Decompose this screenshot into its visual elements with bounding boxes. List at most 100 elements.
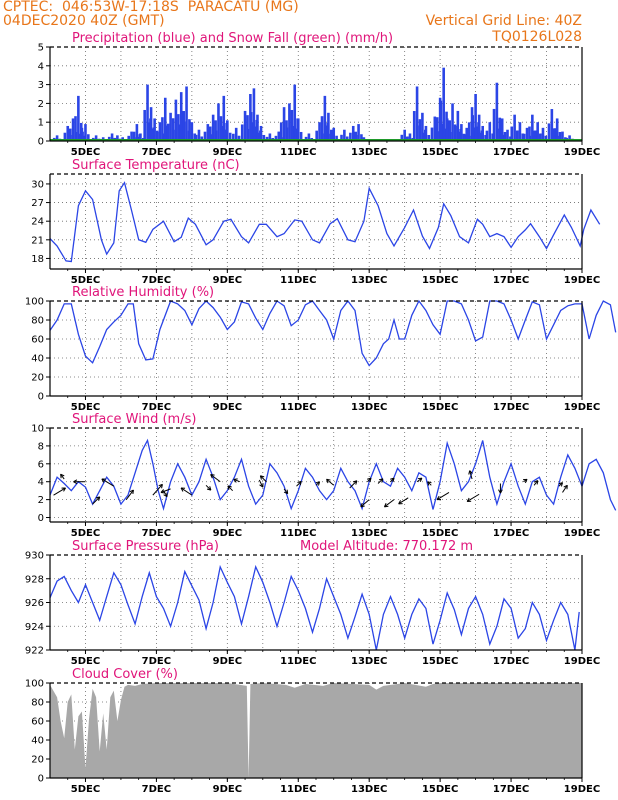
precip-bar (279, 122, 283, 141)
precip-bar (143, 109, 146, 141)
y-tick-label: 8 (38, 441, 44, 452)
wind-arrowhead (206, 486, 212, 491)
x-tick-label: 9DEC (213, 147, 242, 158)
panel-0 (46, 46, 583, 145)
precip-bar (149, 107, 153, 141)
precip-bar (252, 88, 256, 141)
precip-bar (465, 127, 469, 141)
precip-bar (332, 127, 336, 141)
precip-bar (547, 123, 551, 141)
wind-arrowhead (352, 480, 358, 485)
x-tick-label: 13DEC (351, 656, 387, 667)
precip-bar (171, 118, 175, 141)
precip-bar (161, 117, 164, 141)
precip-bar (299, 131, 303, 141)
precip-bar (268, 133, 272, 141)
precip-bar (525, 127, 529, 141)
precip-bar (357, 124, 360, 141)
wind-arrowhead (101, 478, 106, 483)
x-tick-label: 13DEC (351, 402, 387, 413)
wind-arrow (259, 475, 267, 483)
precip-bar (430, 127, 434, 141)
precip-bar (182, 111, 185, 141)
y-tick-label: 20 (31, 373, 44, 384)
precip-bar (55, 135, 59, 141)
precip-bar (211, 114, 215, 141)
y-tick-label: 0 (38, 513, 44, 524)
precip-bar (457, 131, 460, 141)
wind-arrowhead (427, 481, 432, 486)
wind-arrow (398, 497, 409, 505)
header-right-line1: Vertical Grid Line: 40Z (425, 13, 582, 29)
x-tick-label: 15DEC (422, 402, 458, 413)
y-tick-label: 24 (31, 217, 44, 228)
header-left-line1: CPTEC: 046:53W-17:18S PARACATU (MG) (3, 0, 299, 15)
cloud-area (50, 683, 582, 778)
y-tick-label: 60 (31, 335, 44, 346)
header-right-line2: TQ0126L028 (492, 29, 582, 45)
precip-bar (206, 124, 210, 141)
precip-bar (456, 110, 460, 141)
precip-bar (259, 125, 263, 141)
wind-arrowhead (61, 487, 66, 492)
header-left-line2: 04DEC2020 40Z (GMT) (3, 13, 165, 29)
precip-bar (453, 124, 457, 141)
y-tick-label: 4 (38, 61, 44, 72)
wind-arrowhead (60, 473, 65, 479)
x-tick-label: 7DEC (142, 147, 171, 158)
precip-bar (107, 136, 111, 141)
precip-bar (403, 129, 406, 141)
x-tick-label: 19DEC (564, 784, 600, 795)
wind-arrowhead (227, 485, 232, 490)
precip-bar (246, 115, 249, 141)
series-line (49, 438, 617, 512)
wind-arrow (469, 470, 473, 480)
wind-arrowhead (378, 478, 384, 483)
precip-bar (290, 109, 294, 141)
precip-bar (343, 129, 346, 141)
precip-bar (418, 125, 421, 141)
precip-bar (179, 92, 183, 141)
precip-bar (435, 117, 439, 141)
precip-bar (243, 110, 247, 141)
precip-bar (294, 128, 297, 141)
precip-bar (77, 133, 81, 141)
x-tick-label: 15DEC (422, 784, 458, 795)
x-tick-label: 15DEC (422, 275, 458, 286)
wind-arrow (205, 484, 212, 491)
x-tick-label: 13DEC (351, 275, 387, 286)
precip-bar (282, 107, 286, 141)
x-tick-label: 9DEC (213, 528, 242, 539)
wind-arrowhead (417, 477, 423, 482)
precip-bar (495, 82, 499, 141)
wind-arrowhead (498, 489, 503, 494)
precip-bar (87, 134, 90, 141)
y-tick-label: 2 (38, 495, 44, 506)
precip-bar (153, 118, 156, 141)
x-tick-label: 13DEC (351, 784, 387, 795)
precip-bar (249, 112, 253, 141)
wind-arrowhead (523, 478, 528, 484)
precip-bar (307, 133, 311, 141)
wind-arrowhead (210, 474, 215, 479)
precip-bar (522, 133, 526, 141)
x-tick-label: 5DEC (71, 784, 100, 795)
precip-bar (174, 99, 178, 141)
y-tick-label: 2 (38, 99, 44, 110)
precip-bar (74, 116, 77, 141)
wind-arrow (125, 489, 134, 500)
x-tick-label: 7DEC (142, 402, 171, 413)
x-tick-label: 11DEC (280, 656, 316, 667)
precip-bar (553, 128, 556, 141)
precip-bar (226, 120, 229, 141)
x-tick-label: 5DEC (71, 147, 100, 158)
wind-arrowhead (95, 496, 101, 501)
y-tick-label: 0 (38, 774, 44, 785)
x-tick-label: 17DEC (493, 656, 529, 667)
wind-arrowhead (533, 480, 539, 485)
y-tick-label: 5 (38, 43, 44, 54)
y-tick-label: 930 (25, 551, 44, 562)
wind-arrow (326, 478, 335, 486)
y-tick-label: 4 (38, 477, 44, 488)
